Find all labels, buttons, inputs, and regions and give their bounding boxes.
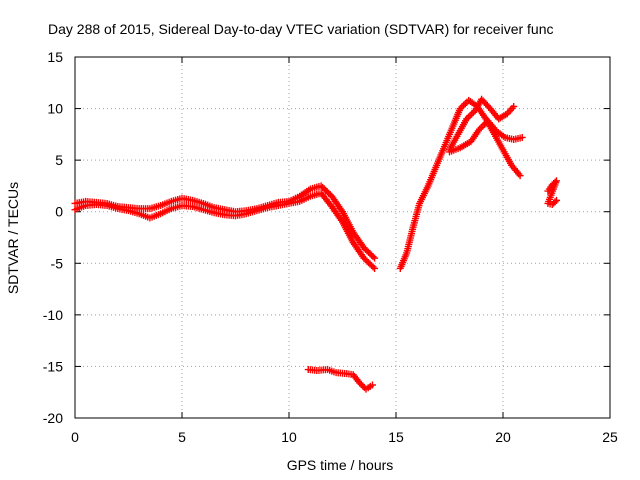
data-points [71, 95, 560, 393]
series-segment-rise-upper [446, 95, 518, 154]
data-point [551, 198, 559, 206]
data-point [466, 112, 474, 120]
series-segment-rise [396, 96, 524, 272]
y-tick-label: 5 [55, 152, 63, 168]
plot-frame [74, 56, 611, 419]
y-tick-label: -15 [43, 358, 63, 374]
data-point [460, 101, 468, 109]
y-tick-labels: -20 -15 -10 -5 0 5 10 15 [43, 49, 63, 426]
data-point [357, 380, 365, 388]
data-point [356, 379, 364, 387]
data-point [518, 133, 526, 141]
series-segment-morning-lower [71, 189, 379, 272]
data-point [468, 110, 476, 118]
x-tick-label: 20 [495, 429, 511, 445]
series-segment-late [544, 177, 560, 208]
data-point [368, 381, 376, 389]
ticks [74, 56, 611, 419]
y-tick-label: -5 [51, 255, 64, 271]
x-tick-label: 25 [602, 429, 618, 445]
data-point [359, 382, 367, 390]
y-tick-label: -20 [43, 410, 63, 426]
y-tick-label: 15 [47, 49, 63, 65]
x-tick-label: 15 [388, 429, 404, 445]
data-point [510, 103, 518, 111]
data-point [371, 264, 379, 272]
data-point [369, 263, 377, 271]
x-tick-label: 0 [71, 429, 79, 445]
data-point [369, 253, 377, 261]
data-point [553, 196, 560, 204]
y-tick-label: 0 [55, 204, 63, 220]
series-segment-rise-mid [446, 117, 526, 156]
x-tick-label: 5 [178, 429, 186, 445]
data-point [371, 254, 379, 262]
x-axis-label: GPS time / hours [287, 457, 394, 473]
series-segment-morning [71, 182, 379, 262]
chart-title: Day 288 of 2015, Sidereal Day-to-day VTE… [48, 21, 554, 37]
x-tick-labels: 0 5 10 15 20 25 [71, 429, 618, 445]
y-tick-label: -10 [43, 307, 63, 323]
data-point [516, 172, 524, 180]
series-segment-negative [304, 366, 376, 393]
x-tick-label: 10 [281, 429, 297, 445]
grid [75, 57, 610, 418]
y-axis-label: SDTVAR / TECUs [5, 182, 21, 294]
y-tick-label: 10 [47, 101, 63, 117]
